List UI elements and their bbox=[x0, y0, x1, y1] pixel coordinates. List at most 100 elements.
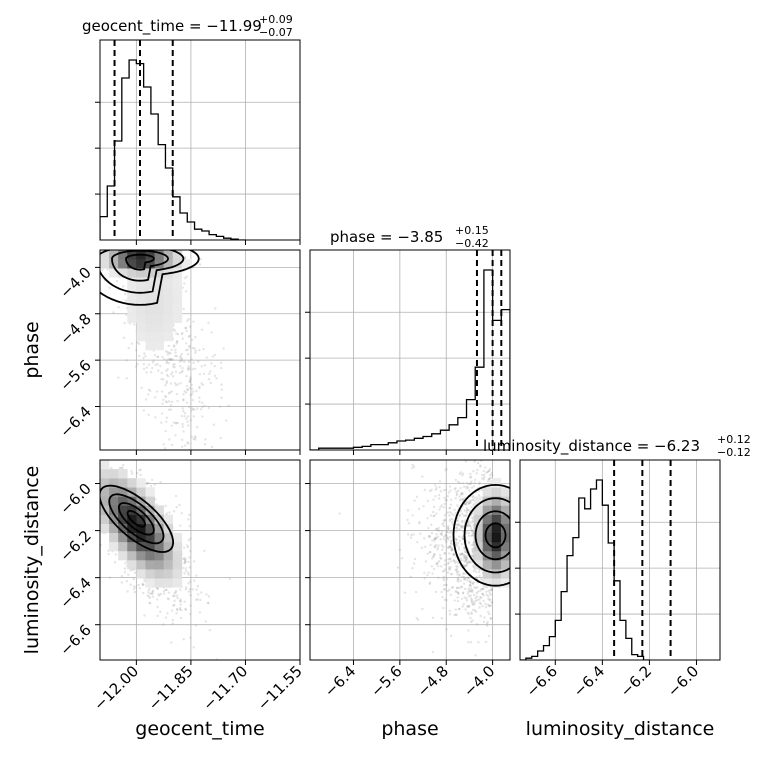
scatter-point bbox=[474, 654, 477, 657]
scatter-point bbox=[147, 595, 151, 598]
scatter-point bbox=[434, 484, 437, 487]
scatter-point bbox=[164, 400, 168, 403]
scatter-point bbox=[440, 529, 444, 533]
density-cell bbox=[163, 550, 174, 561]
y-tick-label: −6.4 bbox=[56, 403, 94, 441]
scatter-point bbox=[187, 518, 190, 521]
density-cell bbox=[172, 569, 183, 579]
scatter-point bbox=[464, 558, 467, 561]
density-cell bbox=[136, 277, 146, 287]
density-cell bbox=[145, 569, 155, 579]
density-cell bbox=[136, 259, 146, 269]
density-cell bbox=[136, 560, 146, 570]
scatter-point bbox=[144, 245, 146, 247]
scatter-point bbox=[467, 520, 470, 523]
scatter-point bbox=[454, 608, 458, 611]
density-cell bbox=[127, 295, 137, 305]
scatter-point bbox=[449, 566, 452, 569]
scatter-point bbox=[426, 516, 429, 520]
contour-level-1 bbox=[125, 253, 155, 271]
scatter-point bbox=[131, 245, 133, 247]
scatter-point bbox=[463, 548, 466, 552]
scatter-point bbox=[438, 553, 442, 557]
scatter-point bbox=[166, 358, 169, 362]
scatter-point bbox=[179, 524, 182, 527]
scatter-point bbox=[427, 535, 431, 538]
scatter-point bbox=[463, 582, 466, 585]
scatter-point bbox=[184, 276, 187, 280]
scatter-point bbox=[467, 640, 470, 644]
scatter-point bbox=[469, 587, 472, 590]
scatter-point bbox=[441, 570, 445, 573]
x-tick-label: −12.00 bbox=[90, 662, 142, 714]
scatter-point bbox=[204, 620, 207, 623]
scatter-point bbox=[464, 554, 468, 558]
scatter-point bbox=[211, 355, 215, 358]
scatter-point bbox=[452, 553, 456, 557]
scatter-point bbox=[478, 598, 481, 601]
scatter-point bbox=[465, 557, 468, 560]
scatter-point bbox=[170, 424, 173, 427]
scatter-point bbox=[433, 545, 436, 548]
scatter-point bbox=[459, 585, 463, 588]
scatter-point bbox=[466, 579, 469, 582]
scatter-point bbox=[142, 409, 146, 412]
scatter-point bbox=[191, 398, 195, 402]
scatter-point bbox=[159, 480, 162, 484]
scatter-point bbox=[455, 538, 459, 541]
scatter-point bbox=[420, 546, 424, 550]
scatter-point bbox=[447, 567, 451, 571]
hist-panel-luminosity-distance: −6.6 −6.4 −6.2 −6.0 bbox=[515, 459, 721, 701]
scatter-point bbox=[442, 506, 446, 509]
scatter-point bbox=[451, 548, 454, 551]
scatter-point bbox=[186, 415, 190, 418]
scatter-point bbox=[442, 579, 446, 582]
scatter-point bbox=[460, 492, 463, 495]
scatter-point bbox=[431, 572, 434, 575]
density-cell bbox=[145, 523, 155, 534]
scatter-point bbox=[434, 488, 438, 491]
density-cell bbox=[172, 578, 183, 588]
scatter-point bbox=[454, 538, 458, 542]
density-cell bbox=[136, 478, 146, 488]
scatter-point bbox=[161, 402, 164, 405]
scatter-point bbox=[469, 482, 472, 485]
scatter-point bbox=[455, 492, 459, 495]
scatter-point bbox=[139, 242, 141, 244]
scatter-point bbox=[438, 485, 441, 489]
scatter-point bbox=[487, 604, 491, 607]
scatter-point bbox=[455, 544, 459, 547]
scatter-point bbox=[451, 518, 454, 521]
scatter-point bbox=[176, 339, 179, 343]
scatter-point bbox=[140, 386, 143, 389]
density-cell bbox=[491, 569, 502, 579]
scatter-point bbox=[457, 523, 460, 526]
scatter-point bbox=[182, 398, 185, 401]
scatter-point bbox=[159, 237, 161, 239]
scatter-point bbox=[463, 560, 466, 563]
scatter-point bbox=[191, 346, 195, 350]
scatter-point bbox=[432, 555, 435, 558]
scatter-point bbox=[170, 242, 172, 244]
scatter-point bbox=[172, 510, 176, 513]
scatter-point bbox=[471, 549, 475, 553]
scatter-point bbox=[427, 571, 430, 574]
xlabel-phase: phase bbox=[381, 718, 438, 740]
scatter-point bbox=[463, 555, 467, 559]
scatter-point bbox=[442, 575, 446, 579]
scatter-point bbox=[444, 488, 448, 492]
scatter-point bbox=[113, 561, 117, 564]
scatter-point bbox=[443, 519, 446, 522]
density-cell bbox=[136, 322, 146, 333]
scatter-point bbox=[210, 331, 213, 334]
scatter-point bbox=[198, 611, 202, 614]
contour-level-3 bbox=[100, 250, 185, 294]
joint-content bbox=[338, 460, 510, 657]
scatter-point bbox=[164, 504, 167, 508]
scatter-point bbox=[449, 498, 453, 502]
scatter-point bbox=[160, 412, 164, 415]
scatter-point bbox=[449, 557, 452, 560]
scatter-point bbox=[445, 530, 448, 534]
scatter-point bbox=[441, 595, 444, 599]
scatter-point bbox=[485, 624, 489, 627]
